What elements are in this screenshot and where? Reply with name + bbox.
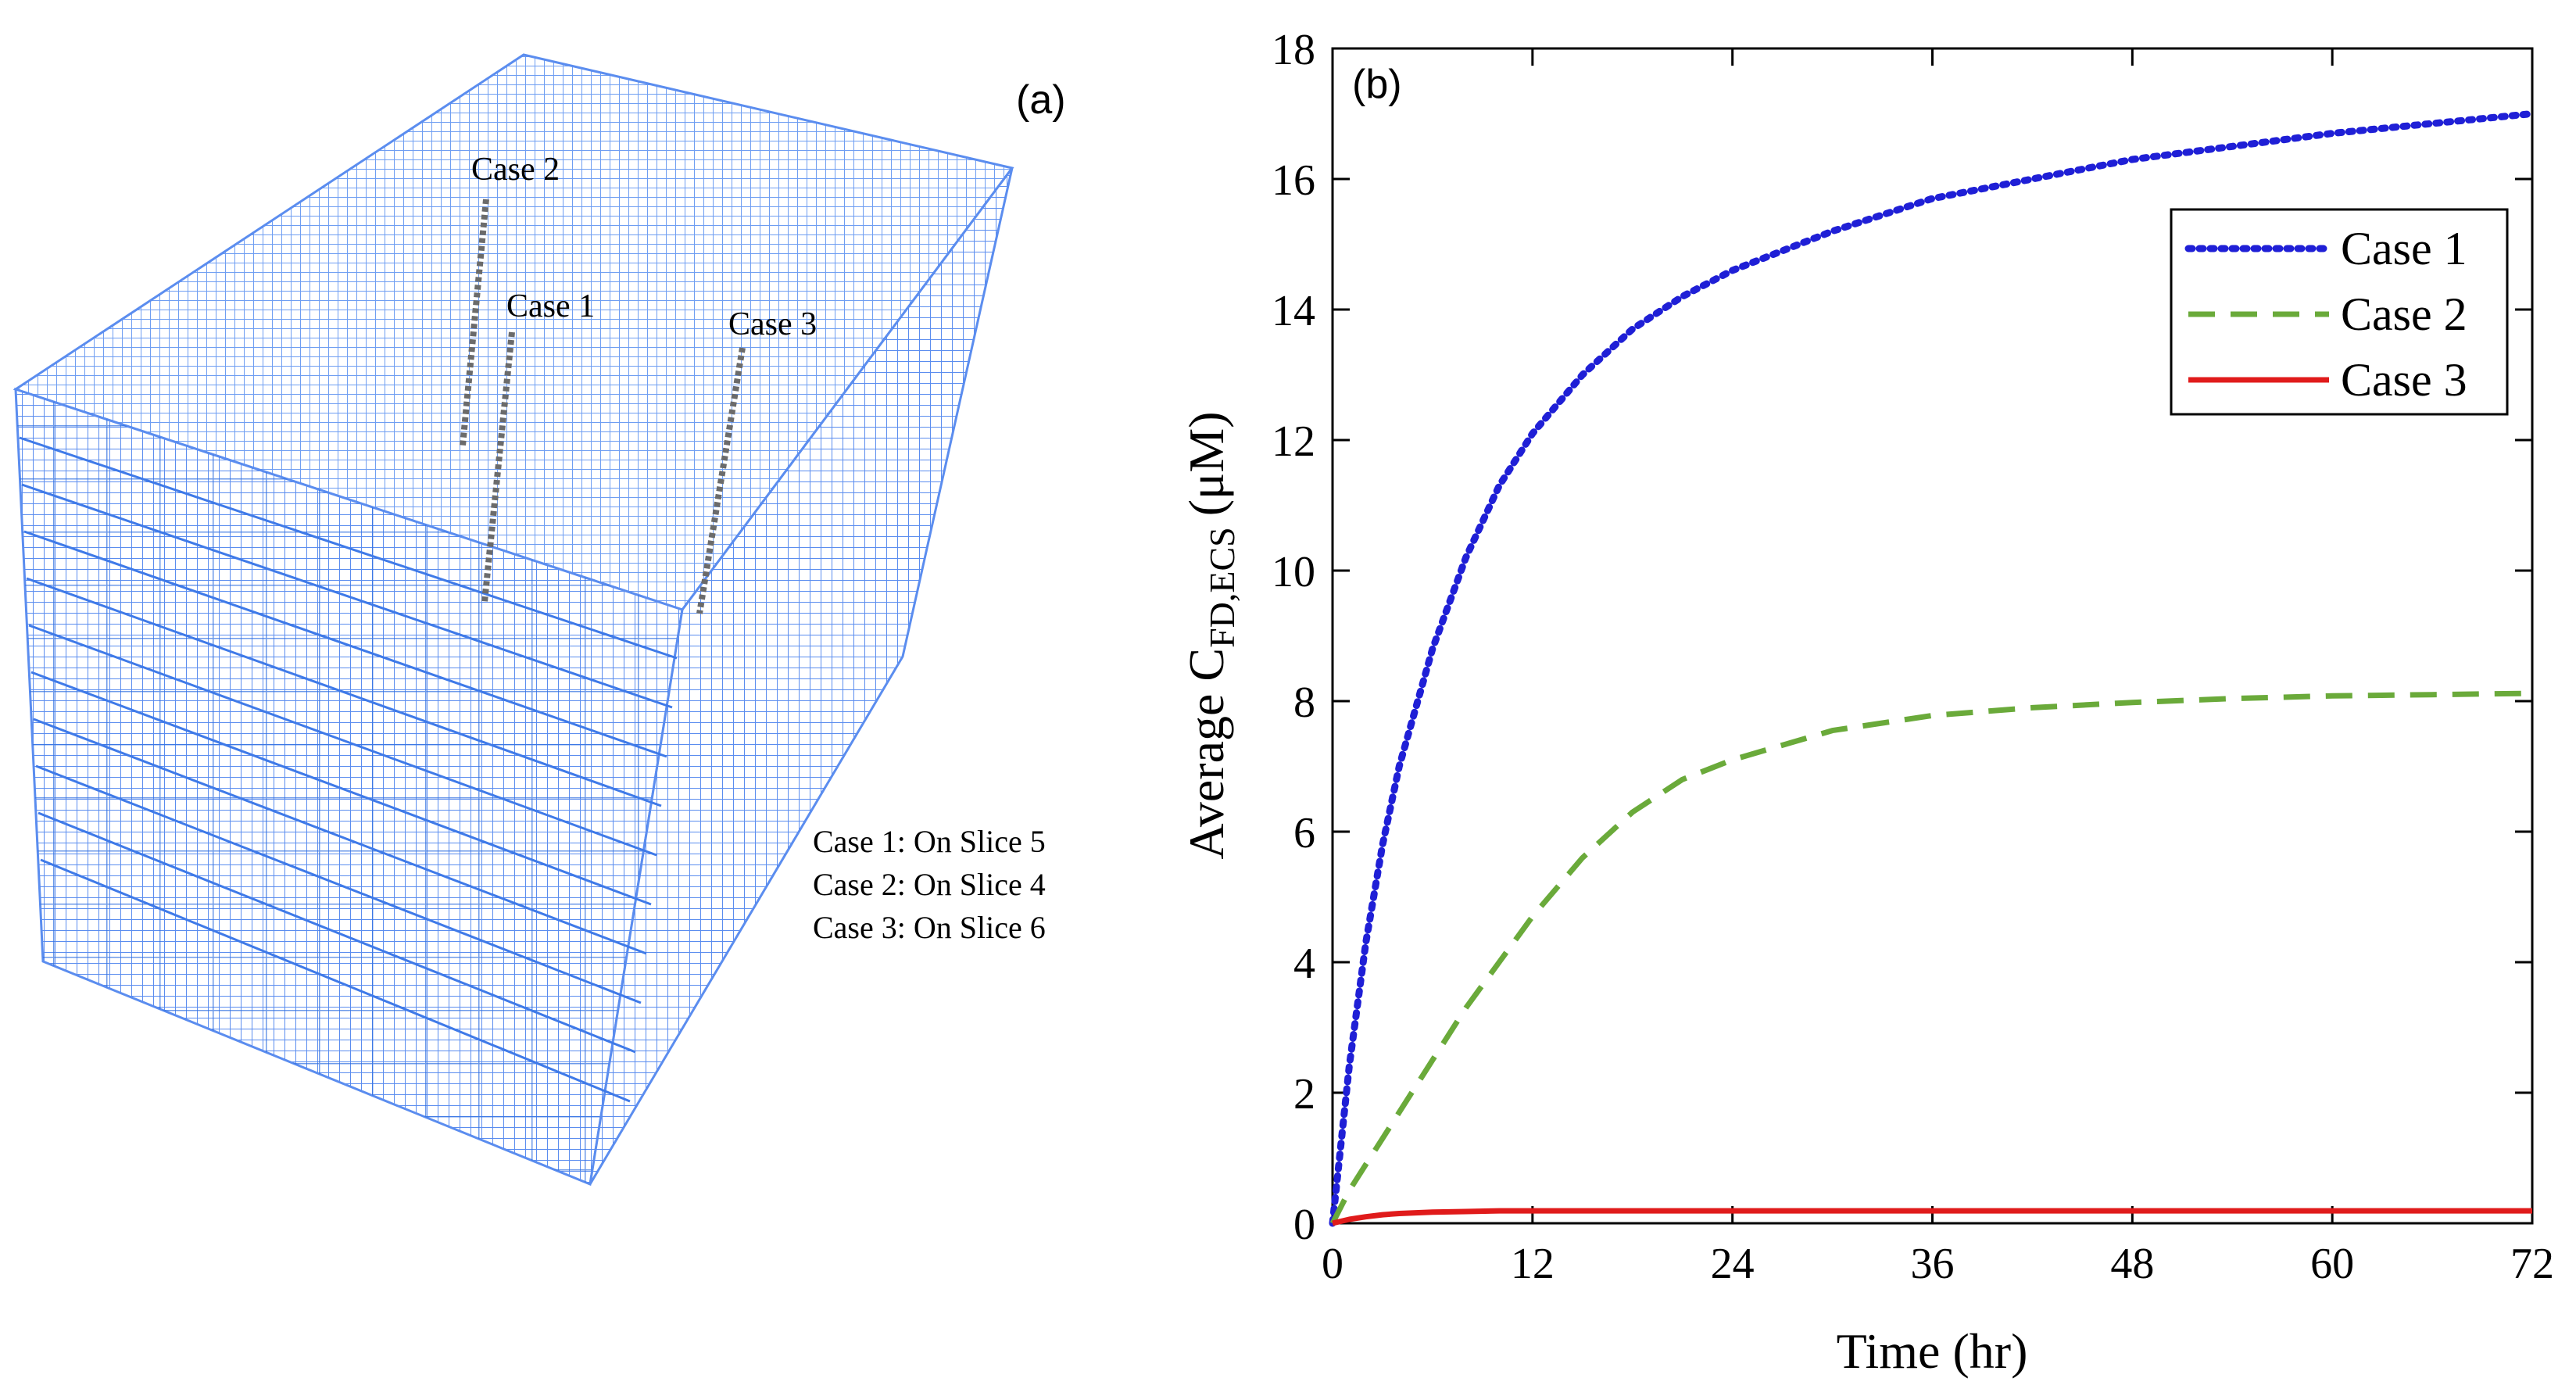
y-tick-label: 12	[1272, 417, 1315, 466]
y-axis-label-subscript: FD,ECS	[1202, 527, 1242, 648]
note-case-2: Case 2: On Slice 4	[813, 867, 1046, 902]
y-tick-label: 4	[1293, 940, 1315, 988]
mesh-right-face	[589, 167, 1014, 1185]
legend-label-case-1: Case 1	[2341, 223, 2467, 274]
y-axis-label-prefix: Average C	[1179, 648, 1234, 860]
x-axis-ticks: 0 12 24 36 48 60 72	[1322, 48, 2554, 1288]
note-case-1: Case 1: On Slice 5	[813, 824, 1046, 859]
x-tick-label: 48	[2110, 1240, 2154, 1288]
legend: Case 1 Case 2 Case 3	[2170, 208, 2509, 416]
well-label-case-2: Case 2	[471, 152, 560, 188]
y-axis-ticks: 0 2 4 6 8 10 12 14 16 18	[1272, 26, 2532, 1249]
x-axis-label: Time (hr)	[1837, 1323, 2028, 1379]
well-label-case-3: Case 3	[728, 306, 817, 342]
series-lines	[1329, 110, 2536, 1227]
well-case-2	[460, 199, 489, 446]
note-case-3: Case 3: On Slice 6	[813, 910, 1046, 945]
panel-a: (a) Case 2 Case 1 Case 3 Case 1: On Slic…	[13, 53, 1066, 1187]
y-tick-label: 14	[1272, 287, 1315, 335]
well-label-case-1: Case 1	[506, 288, 595, 324]
series-line-case-3	[1332, 1208, 2532, 1226]
x-tick-label: 72	[2510, 1240, 2554, 1288]
series-line-case-1	[1329, 110, 2536, 1227]
y-tick-label: 0	[1293, 1201, 1315, 1249]
legend-label-case-2: Case 2	[2341, 288, 2467, 340]
x-tick-label: 0	[1322, 1240, 1343, 1288]
well-case-1	[481, 331, 515, 603]
mesh-slice-lines	[19, 436, 678, 1103]
y-tick-label: 2	[1293, 1070, 1315, 1119]
well-case-3	[696, 347, 746, 614]
y-tick-label: 16	[1272, 156, 1315, 205]
x-tick-label: 24	[1711, 1240, 1755, 1288]
x-tick-label: 36	[1911, 1240, 1955, 1288]
y-axis-label: Average CFD,ECS (μM)	[1179, 411, 1242, 859]
y-tick-label: 8	[1293, 678, 1315, 727]
x-tick-label: 60	[2310, 1240, 2354, 1288]
panel-b-letter: (b)	[1352, 62, 1402, 107]
y-tick-label: 6	[1293, 809, 1315, 857]
legend-label-case-3: Case 3	[2341, 354, 2467, 406]
y-tick-label: 10	[1272, 548, 1315, 596]
x-tick-label: 12	[1511, 1240, 1555, 1288]
y-axis-label-unit: (μM)	[1179, 411, 1234, 516]
panel-a-letter: (a)	[1016, 77, 1066, 123]
wells	[460, 199, 746, 614]
y-tick-label: 18	[1272, 26, 1315, 74]
series-line-case-2	[1329, 690, 2533, 1225]
